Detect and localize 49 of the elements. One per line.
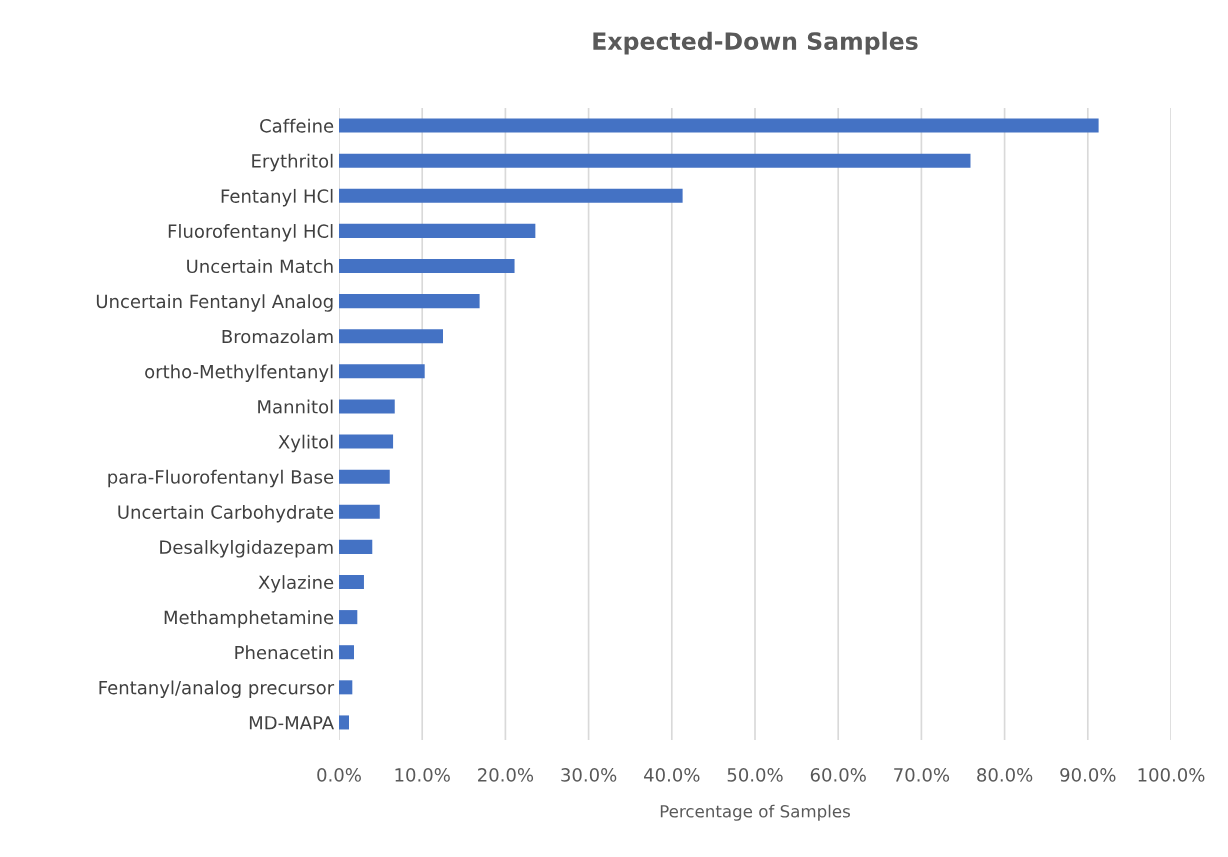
bar — [339, 539, 373, 554]
x-tick-label: 30.0% — [561, 768, 617, 782]
y-tick-label: Methamphetamine — [164, 610, 334, 628]
y-tick-label: Fentanyl/analog precursor — [99, 680, 335, 698]
bar — [339, 399, 395, 414]
y-tick-label: Xylazine — [258, 575, 334, 593]
bar — [339, 329, 443, 344]
bar — [339, 715, 349, 730]
y-tick-label: para-Fluorofentanyl Base — [108, 469, 334, 488]
y-tick-label: MD-MAPA — [249, 716, 334, 730]
x-tick-label: 50.0% — [727, 768, 783, 782]
bar — [339, 504, 380, 519]
x-tick-label: 70.0% — [894, 768, 950, 782]
y-tick-label: Erythritol — [252, 153, 333, 172]
x-tick-label: 100.0% — [1138, 768, 1205, 782]
bar — [339, 680, 353, 695]
y-tick-label: Caffeine — [260, 118, 334, 133]
y-tick-label: Mannitol — [258, 399, 333, 414]
bar — [339, 434, 394, 449]
bar — [339, 574, 364, 590]
bar — [339, 645, 354, 660]
y-tick-label: Uncertain Carbohydrate — [118, 504, 334, 523]
x-tick-label: 90.0% — [1060, 768, 1116, 782]
x-tick-label: 20.0% — [478, 768, 534, 782]
x-tick-label: 80.0% — [977, 768, 1033, 782]
x-tick-label: 60.0% — [810, 768, 866, 782]
y-tick-label: Uncertain Fentanyl Analog — [96, 294, 333, 312]
bar — [339, 364, 425, 379]
bar — [339, 294, 480, 309]
y-tick-label: Fentanyl HCl — [221, 188, 333, 207]
y-tick-label: Xylitol — [278, 434, 333, 453]
y-tick-label: Phenacetin — [235, 645, 333, 660]
bar — [339, 118, 1099, 133]
y-tick-label: Desalkylgidazepam — [160, 540, 333, 558]
x-axis-title: Percentage of Samples — [660, 804, 850, 821]
bar — [339, 223, 536, 238]
bar — [339, 610, 358, 625]
y-tick-label: Uncertain Match — [187, 259, 333, 274]
bar — [339, 188, 683, 203]
bar — [339, 153, 971, 168]
x-tick-label: 40.0% — [644, 768, 700, 782]
y-tick-label: Fluorofentanyl HCl — [168, 224, 333, 242]
x-tick-label: 10.0% — [395, 768, 450, 782]
bar — [339, 469, 390, 484]
bar — [339, 258, 515, 274]
chart-title: Expected-Down Samples — [593, 31, 918, 55]
y-tick-label: Bromazolam — [222, 329, 333, 344]
y-tick-label: ortho-Methylfentanyl — [145, 364, 333, 382]
x-tick-label: 0.0% — [317, 768, 361, 782]
